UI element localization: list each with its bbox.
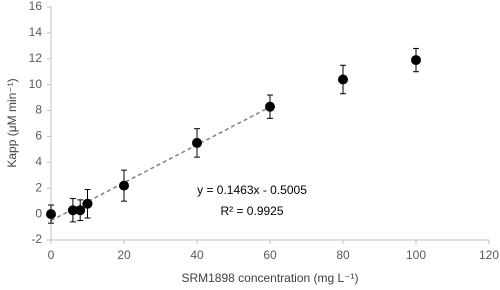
y-tick-label: 2: [35, 180, 42, 194]
x-axis-title: SRM1898 concentration (mg L⁻¹): [181, 271, 358, 285]
r-squared: R² = 0.9925: [220, 204, 283, 218]
point: [192, 137, 202, 148]
point: [67, 205, 78, 216]
point: [119, 180, 129, 191]
x-tick-label: 60: [263, 248, 277, 262]
y-tick-label: 0: [35, 206, 42, 220]
x-tick-label: 100: [406, 248, 426, 262]
point: [75, 205, 86, 216]
point: [46, 209, 56, 220]
x-tick-label: 0: [48, 248, 55, 262]
y-tick-label: -2: [31, 232, 42, 246]
y-tick-label: 4: [35, 155, 42, 169]
y-axis-title: Kapp (μM min⁻¹): [5, 78, 19, 167]
y-tick-label: 10: [29, 77, 43, 91]
point: [265, 101, 275, 112]
x-tick-label: 20: [117, 248, 131, 262]
y-tick-label: 14: [29, 25, 43, 39]
y-tick-label: 16: [29, 0, 43, 13]
trendline: [50, 106, 271, 222]
point: [411, 55, 421, 66]
y-tick-label: 6: [35, 129, 42, 143]
point: [338, 74, 348, 85]
x-tick-label: 40: [190, 248, 204, 262]
x-tick-label: 80: [336, 248, 350, 262]
trend-equation: y = 0.1463x - 0.5005: [197, 183, 307, 197]
x-tick-label: 120: [479, 248, 499, 262]
y-tick-label: 12: [29, 51, 43, 65]
point: [82, 198, 93, 209]
y-tick-label: 8: [35, 103, 42, 117]
